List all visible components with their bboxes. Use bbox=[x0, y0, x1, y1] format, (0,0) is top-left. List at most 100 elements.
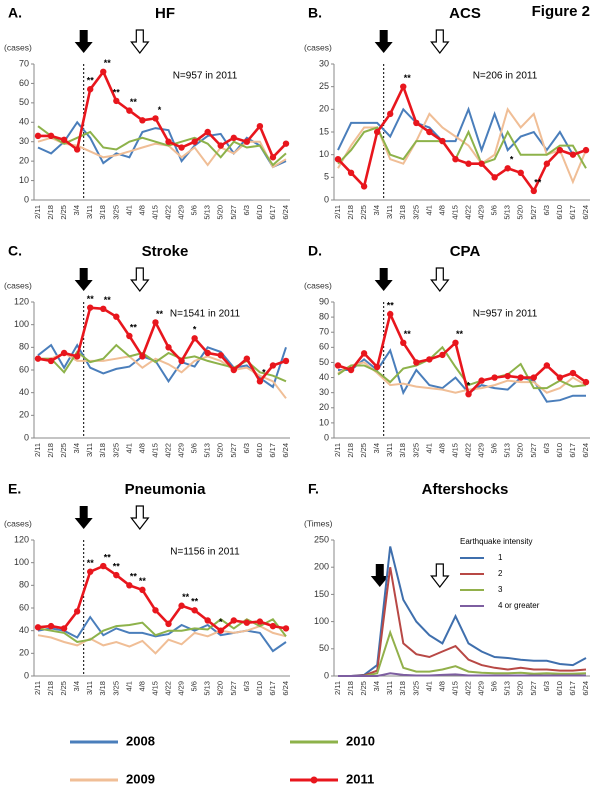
x-tick-label: 6/24 bbox=[281, 443, 290, 458]
data-point bbox=[400, 83, 407, 90]
significance-label: ** bbox=[130, 572, 138, 582]
x-tick-label: 5/6 bbox=[490, 681, 499, 691]
data-point bbox=[347, 169, 355, 176]
data-point bbox=[465, 160, 472, 167]
significance-label: * bbox=[193, 325, 197, 335]
y-tick-label: 90 bbox=[319, 296, 329, 306]
data-point bbox=[73, 353, 81, 360]
data-point bbox=[569, 151, 577, 158]
data-point bbox=[47, 357, 55, 365]
data-point bbox=[360, 183, 368, 190]
chart-title: ACS bbox=[449, 5, 481, 22]
data-point bbox=[282, 625, 290, 632]
y-tick-label: 100 bbox=[14, 319, 29, 329]
data-point bbox=[491, 174, 498, 181]
legend-label: 3 bbox=[498, 585, 503, 594]
data-point bbox=[87, 86, 94, 93]
x-tick-label: 4/22 bbox=[464, 443, 473, 458]
significance-label: ** bbox=[87, 558, 95, 568]
x-tick-label: 4/22 bbox=[464, 205, 473, 220]
data-point bbox=[569, 369, 577, 377]
y-tick-label: 20 bbox=[19, 648, 29, 658]
x-tick-label: 2/18 bbox=[346, 681, 355, 696]
y-tick-label: 5 bbox=[324, 172, 329, 182]
x-tick-label: 4/29 bbox=[477, 443, 486, 458]
data-point bbox=[47, 132, 55, 140]
x-tick-label: 3/18 bbox=[398, 205, 407, 220]
x-tick-label: 5/13 bbox=[203, 681, 212, 696]
x-tick-label: 5/20 bbox=[516, 681, 525, 696]
y-tick-label: 25 bbox=[319, 81, 329, 91]
y-tick-label: 60 bbox=[19, 364, 29, 374]
data-point bbox=[34, 624, 42, 631]
x-tick-label: 2/25 bbox=[359, 681, 368, 696]
data-point bbox=[269, 154, 277, 161]
data-point bbox=[60, 625, 68, 632]
figure-label: Figure 2 bbox=[532, 3, 590, 20]
data-point bbox=[204, 349, 211, 357]
x-tick-label: 3/11 bbox=[85, 681, 94, 695]
series-line bbox=[338, 546, 587, 677]
data-point bbox=[87, 304, 94, 311]
x-tick-label: 2/25 bbox=[359, 205, 368, 220]
chart-title: CPA bbox=[450, 243, 481, 260]
data-point bbox=[204, 617, 211, 624]
significance-label: ** bbox=[139, 576, 147, 586]
data-point bbox=[217, 352, 224, 359]
data-point bbox=[204, 128, 211, 136]
series-line bbox=[337, 310, 587, 397]
data-point bbox=[243, 619, 251, 626]
x-tick-label: 4/8 bbox=[137, 205, 146, 215]
annotation: N=1541 in 2011 bbox=[170, 309, 241, 320]
y-tick-label: 120 bbox=[14, 296, 29, 306]
significance-label: ** bbox=[130, 322, 138, 332]
x-tick-label: 3/18 bbox=[98, 205, 107, 220]
data-point bbox=[100, 68, 107, 75]
y-tick-label: 40 bbox=[19, 117, 29, 127]
series-line bbox=[338, 672, 586, 677]
x-tick-label: 5/20 bbox=[216, 443, 225, 458]
x-tick-label: 5/6 bbox=[190, 443, 199, 453]
x-tick-label: 3/4 bbox=[372, 443, 381, 453]
x-tick-label: 4/8 bbox=[137, 681, 146, 691]
x-tick-label: 3/25 bbox=[411, 443, 420, 458]
significance-label: ** bbox=[87, 294, 95, 304]
data-point bbox=[543, 160, 551, 167]
data-point bbox=[165, 344, 172, 351]
x-tick-label: 4/15 bbox=[150, 681, 159, 696]
y-axis-label: (cases) bbox=[4, 518, 32, 528]
x-tick-label: 5/20 bbox=[516, 205, 525, 220]
event-arrow bbox=[430, 563, 450, 588]
x-tick-label: 4/1 bbox=[424, 205, 433, 215]
data-point bbox=[465, 390, 472, 398]
data-point bbox=[269, 362, 277, 369]
y-tick-label: 200 bbox=[314, 562, 329, 572]
x-tick-label: 6/24 bbox=[581, 681, 590, 696]
event-arrow bbox=[430, 29, 450, 54]
x-tick-label: 2/11 bbox=[33, 205, 42, 219]
y-tick-label: 150 bbox=[314, 589, 329, 599]
data-point bbox=[282, 357, 290, 365]
y-tick-label: 20 bbox=[319, 104, 329, 114]
data-point bbox=[543, 362, 551, 369]
y-axis-label: (cases) bbox=[4, 42, 32, 52]
data-point bbox=[243, 355, 251, 362]
y-tick-label: 30 bbox=[319, 58, 329, 68]
data-point bbox=[504, 165, 511, 172]
significance-label: * bbox=[219, 617, 223, 627]
data-point bbox=[113, 97, 120, 105]
y-tick-label: 30 bbox=[319, 387, 329, 397]
series-line bbox=[37, 343, 287, 389]
x-tick-label: 4/1 bbox=[124, 681, 133, 691]
x-tick-label: 3/18 bbox=[398, 443, 407, 458]
significance-label: ** bbox=[113, 87, 121, 97]
x-tick-label: 6/24 bbox=[281, 681, 290, 696]
x-tick-label: 4/29 bbox=[177, 681, 186, 696]
x-tick-label: 2/18 bbox=[46, 205, 55, 220]
data-point bbox=[191, 607, 198, 614]
x-tick-label: 6/10 bbox=[255, 443, 264, 458]
data-point bbox=[347, 366, 355, 374]
event-arrow bbox=[130, 29, 150, 54]
data-point bbox=[217, 627, 224, 634]
legend-marker bbox=[310, 776, 318, 784]
